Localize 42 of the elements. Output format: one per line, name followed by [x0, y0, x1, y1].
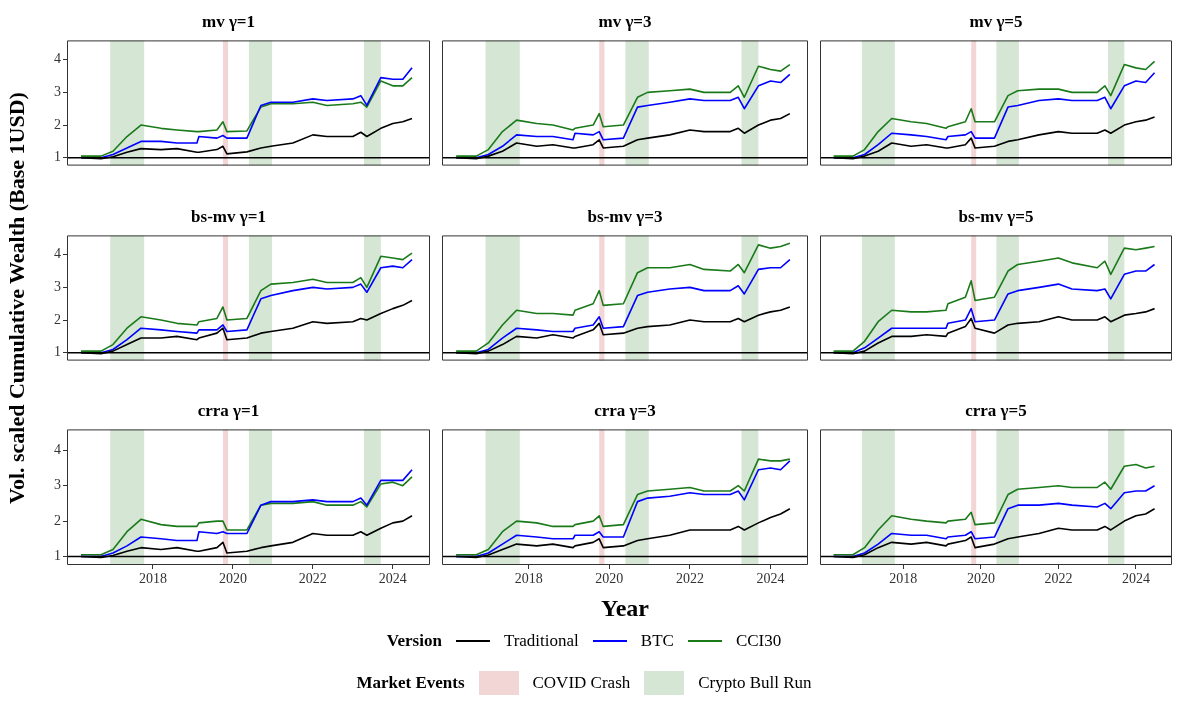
legend-label: COVID Crash [532, 673, 631, 693]
chart-title: mv γ=5 [969, 11, 1023, 31]
x-tick-label: 2022 [675, 571, 704, 587]
y-tick-label: 2 [54, 311, 61, 327]
y-tick-label: 4 [54, 246, 61, 262]
y-tick-label: 2 [54, 512, 61, 528]
legend-label: CCI30 [735, 631, 782, 651]
x-tick-label: 2020 [966, 571, 995, 587]
y-tick-label: 3 [54, 84, 61, 100]
x-tick-label: 2018 [889, 571, 918, 587]
legend-title: Version [386, 631, 442, 651]
y-tick-label: 3 [54, 279, 61, 295]
chart-title: mv γ=3 [598, 11, 652, 31]
y-tick-label: 4 [54, 51, 61, 67]
legend-label: Traditional [503, 631, 579, 651]
y-tick-label: 2 [54, 116, 61, 132]
x-tick-label: 2022 [1044, 571, 1073, 587]
x-tick-label: 2024 [756, 571, 785, 587]
x-tick-label: 2020 [595, 571, 624, 587]
y-tick-label: 4 [54, 441, 61, 457]
legend-label: Crypto Bull Run [698, 673, 812, 693]
chart-title: crra γ=5 [965, 400, 1027, 420]
x-tick-label: 2018 [138, 571, 167, 587]
y-tick-label: 1 [54, 548, 61, 564]
x-tick-label: 2024 [378, 571, 407, 587]
chart-title: bs-mv γ=3 [587, 206, 663, 226]
chart-title: crra γ=3 [594, 400, 656, 420]
legend-label: BTC [640, 631, 674, 651]
text: Market Events [356, 673, 465, 693]
x-axis-title: Year [601, 595, 649, 622]
x-tick-label: 2024 [1121, 571, 1150, 587]
y-tick-label: 1 [54, 149, 61, 165]
y-axis-title: Vol. scaled Cumulative Wealth (Base 1USD) [3, 92, 30, 504]
x-tick-label: 2020 [218, 571, 247, 587]
chart-title: bs-mv γ=5 [958, 206, 1034, 226]
x-tick-label: 2022 [298, 571, 327, 587]
x-tick-label: 2018 [514, 571, 543, 587]
chart-title: crra γ=1 [197, 400, 260, 420]
chart-title: mv γ=1 [201, 11, 256, 31]
y-tick-label: 1 [54, 344, 61, 360]
chart-title: bs-mv γ=1 [191, 206, 266, 226]
y-tick-label: 3 [54, 477, 61, 493]
